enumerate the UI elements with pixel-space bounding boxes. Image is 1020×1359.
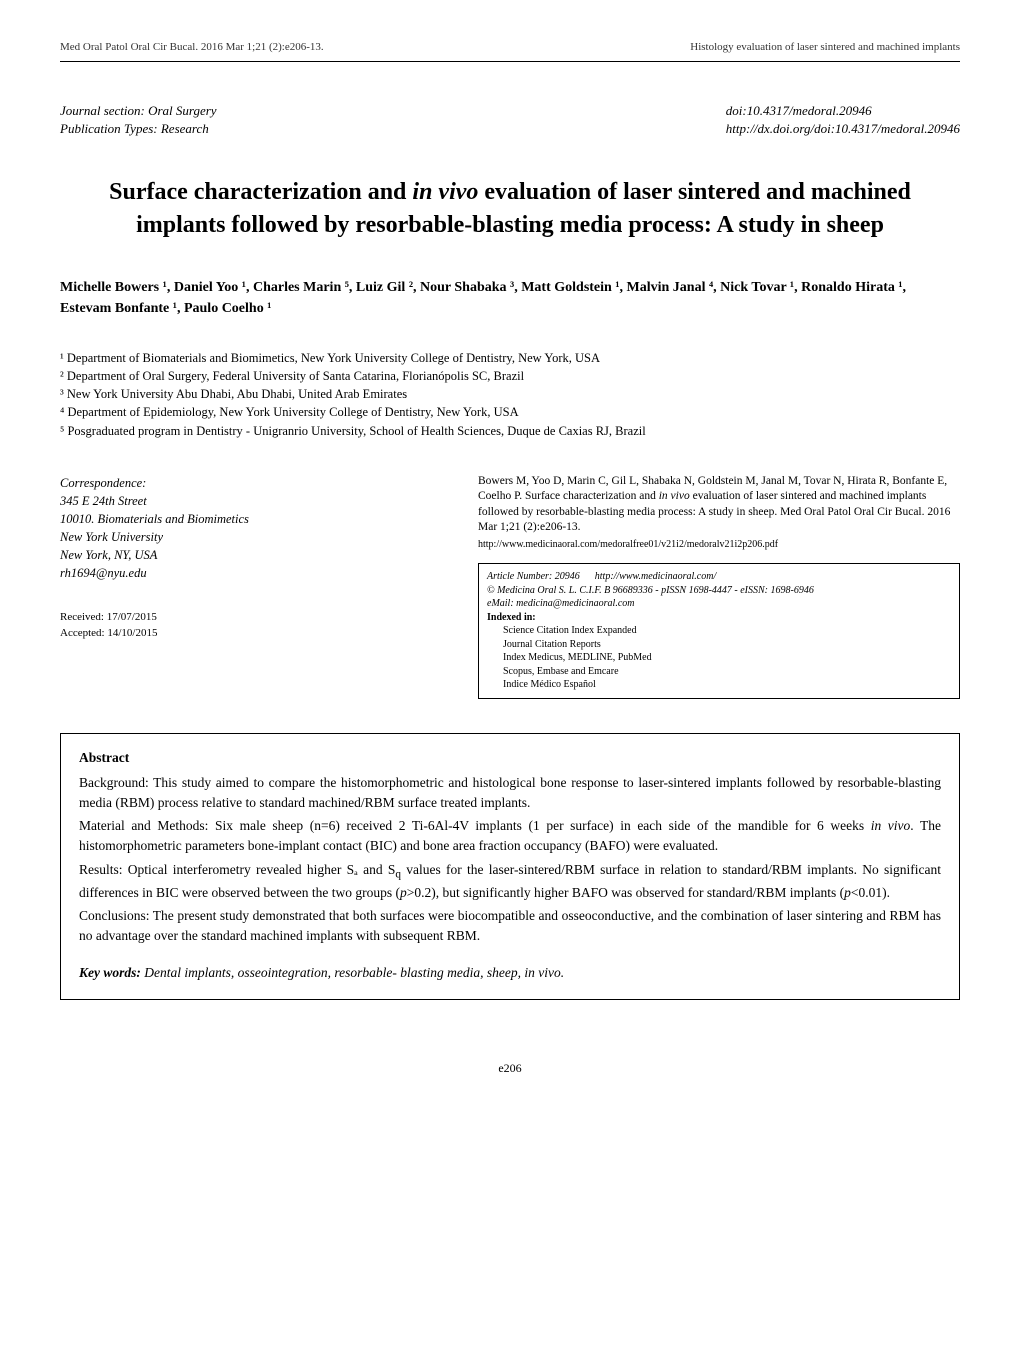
correspondence-email: rh1694@nyu.edu	[60, 564, 438, 582]
copyright-line: © Medicina Oral S. L. C.I.F. B 96689336 …	[487, 584, 951, 598]
meta-right: doi:10.4317/medoral.20946 http://dx.doi.…	[726, 102, 960, 138]
received-date: Received: 17/07/2015	[60, 610, 438, 625]
email-line: eMail: medicina@medicinaoral.com	[487, 597, 951, 611]
indexed-in-label: Indexed in:	[487, 611, 951, 625]
keywords: Key words: Dental implants, osseointegra…	[79, 963, 941, 983]
affiliation-5: ⁵ Posgraduated program in Dentistry - Un…	[60, 422, 960, 440]
mid-columns: Correspondence: 345 E 24th Street 10010.…	[60, 474, 960, 699]
running-header: Med Oral Patol Oral Cir Bucal. 2016 Mar …	[60, 40, 960, 55]
accepted-date: Accepted: 14/10/2015	[60, 626, 438, 641]
affiliation-1: ¹ Department of Biomaterials and Biomime…	[60, 349, 960, 367]
abstract-results-d: <0.01).	[851, 885, 890, 900]
correspondence-block: Correspondence: 345 E 24th Street 10010.…	[60, 474, 438, 699]
title-part1b: evaluation of laser sintered and machine…	[478, 179, 910, 205]
title-italic: in vivo	[412, 179, 478, 205]
abstract-box: Abstract Background: This study aimed to…	[60, 733, 960, 1000]
keywords-text: Dental implants, osseointegration, resor…	[141, 965, 564, 980]
journal-section: Journal section: Oral Surgery	[60, 102, 217, 120]
correspondence-heading: Correspondence:	[60, 474, 438, 492]
article-title: Surface characterization and in vivo eva…	[60, 176, 960, 241]
abstract-background: Background: This study aimed to compare …	[79, 773, 941, 812]
meta-left: Journal section: Oral Surgery Publicatio…	[60, 102, 217, 138]
header-right: Histology evaluation of laser sintered a…	[690, 40, 960, 55]
abstract-results-p2: p	[844, 885, 851, 900]
abstract-methods-italic: in vivo	[871, 818, 911, 833]
article-number: Article Number: 20946	[487, 571, 580, 582]
keywords-label: Key words:	[79, 965, 141, 980]
index-scie: Science Citation Index Expanded	[487, 624, 951, 638]
affiliation-3: ³ New York University Abu Dhabi, Abu Dha…	[60, 385, 960, 403]
abstract-methods: Material and Methods: Six male sheep (n=…	[79, 816, 941, 855]
citation-url: http://www.medicinaoral.com/medoralfree0…	[478, 538, 960, 552]
title-part1: Surface characterization and	[109, 179, 412, 205]
dates-block: Received: 17/07/2015 Accepted: 14/10/201…	[60, 610, 438, 641]
correspondence-dept: 10010. Biomaterials and Biomimetics	[60, 510, 438, 528]
abstract-conclusions: Conclusions: The present study demonstra…	[79, 906, 941, 945]
doi-url: http://dx.doi.org/doi:10.4317/medoral.20…	[726, 120, 960, 138]
title-part2: implants followed by resorbable-blasting…	[136, 212, 884, 238]
doi-line: doi:10.4317/medoral.20946	[726, 102, 960, 120]
page-number: e206	[60, 1060, 960, 1076]
index-medline: Index Medicus, MEDLINE, PubMed	[487, 651, 951, 665]
abstract-results-c: >0.2), but significantly higher BAFO was…	[407, 885, 844, 900]
journal-meta: Journal section: Oral Surgery Publicatio…	[60, 102, 960, 138]
citation-text: Bowers M, Yoo D, Marin C, Gil L, Shabaka…	[478, 474, 960, 552]
abstract-results: Results: Optical interferometry revealed…	[79, 860, 941, 903]
authors: Michelle Bowers ¹, Daniel Yoo ¹, Charles…	[60, 277, 960, 319]
header-left: Med Oral Patol Oral Cir Bucal. 2016 Mar …	[60, 40, 324, 55]
article-site-url: http://www.medicinaoral.com/	[595, 571, 716, 582]
article-info-box: Article Number: 20946 http://www.medicin…	[478, 563, 960, 699]
affiliation-4: ⁴ Department of Epidemiology, New York U…	[60, 403, 960, 421]
index-scopus: Scopus, Embase and Emcare	[487, 665, 951, 679]
correspondence-street: 345 E 24th Street	[60, 492, 438, 510]
correspondence-city: New York, NY, USA	[60, 546, 438, 564]
citation-italic: in vivo	[659, 490, 690, 502]
citation-column: Bowers M, Yoo D, Marin C, Gil L, Shabaka…	[478, 474, 960, 699]
affiliations: ¹ Department of Biomaterials and Biomime…	[60, 349, 960, 440]
correspondence-uni: New York University	[60, 528, 438, 546]
abstract-results-p1: p	[400, 885, 407, 900]
abstract-results-a: Results: Optical interferometry revealed…	[79, 862, 395, 877]
publication-type: Publication Types: Research	[60, 120, 217, 138]
affiliation-2: ² Department of Oral Surgery, Federal Un…	[60, 367, 960, 385]
index-ime: Indice Médico Español	[487, 678, 951, 692]
index-jcr: Journal Citation Reports	[487, 638, 951, 652]
abstract-heading: Abstract	[79, 748, 941, 768]
abstract-methods-a: Material and Methods: Six male sheep (n=…	[79, 818, 871, 833]
header-rule	[60, 61, 960, 62]
